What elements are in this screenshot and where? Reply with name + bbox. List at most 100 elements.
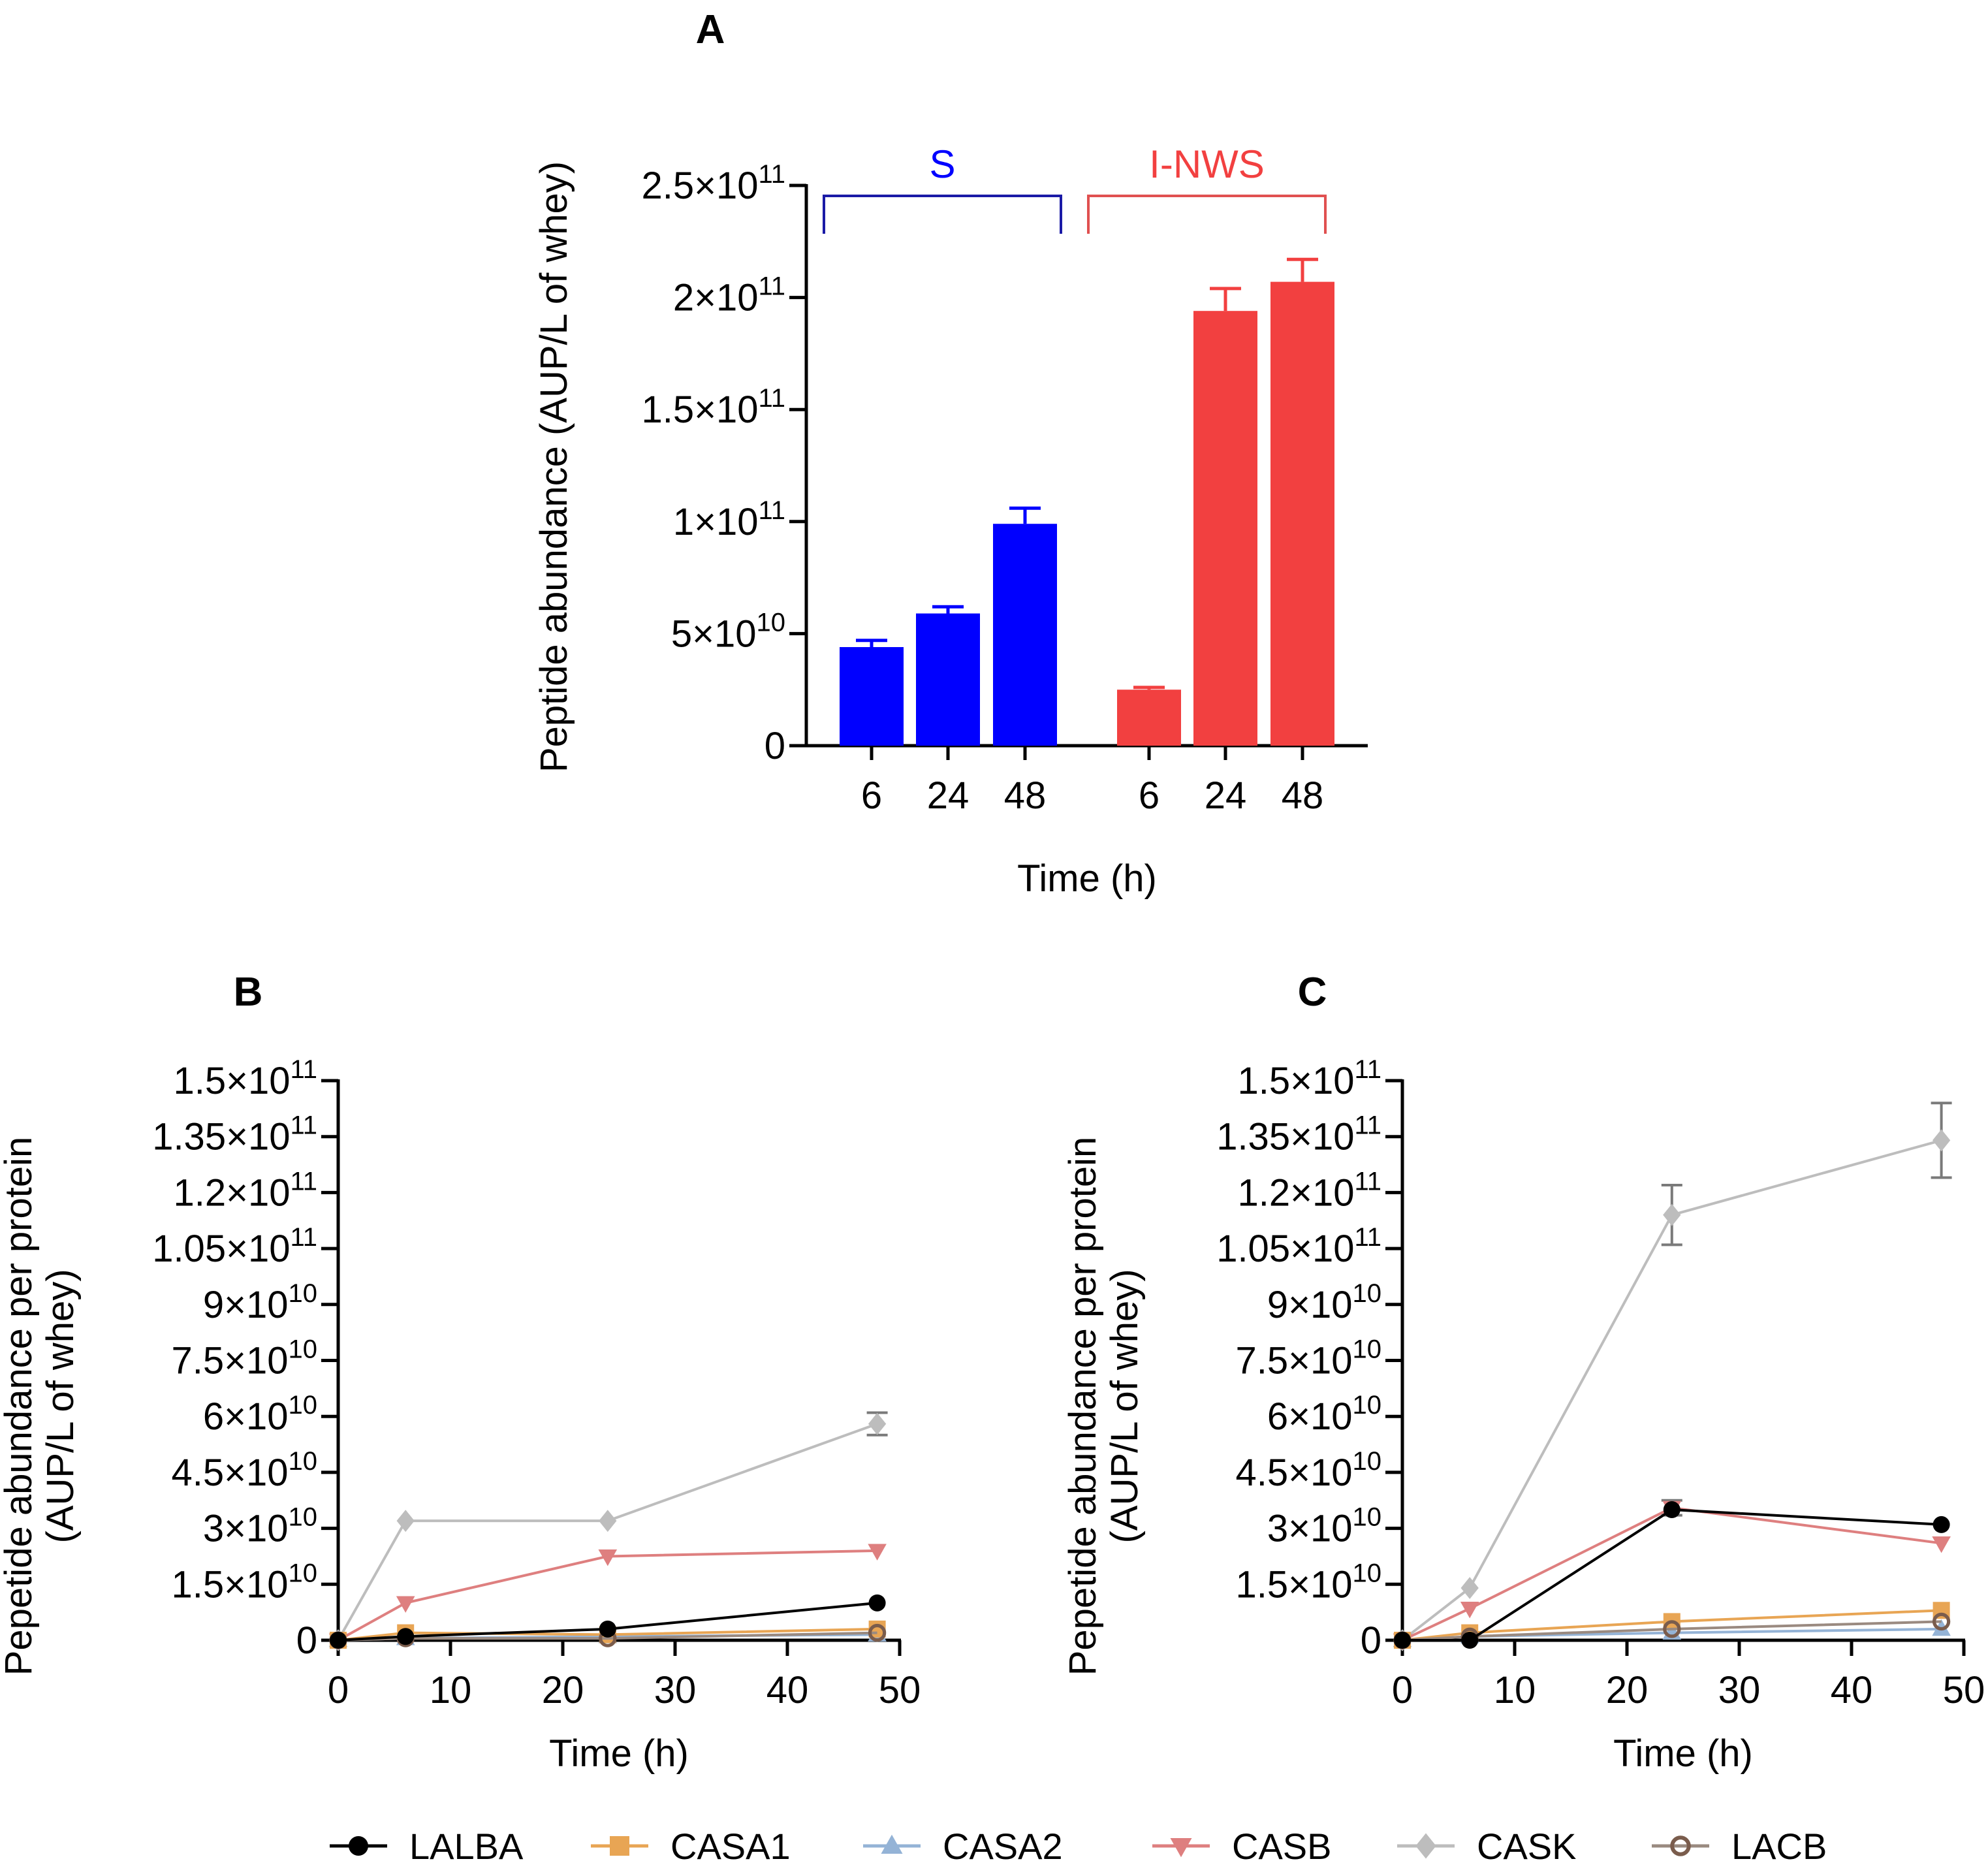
panel-c-point-casb bbox=[1932, 1536, 1951, 1553]
legend-marker bbox=[610, 1836, 629, 1856]
legend-label: LALBA bbox=[409, 1826, 524, 1867]
legend-label: CASB bbox=[1232, 1826, 1332, 1867]
panel-a-group-bracket bbox=[823, 195, 1062, 234]
panel-a-bar bbox=[1193, 311, 1257, 746]
legend-marker bbox=[1415, 1833, 1436, 1859]
panel-c-series-line-cask bbox=[1401, 1139, 1942, 1642]
panel-b-point-cask bbox=[599, 1510, 617, 1533]
legend-marker bbox=[881, 1834, 903, 1854]
panel-a-ytick-label: 2×1011 bbox=[673, 272, 785, 319]
panel-b-ytick-label: 1.5×1011 bbox=[173, 1055, 317, 1102]
panel-b-point-lalba bbox=[599, 1620, 616, 1638]
panel-a-x-label: Time (h) bbox=[1017, 857, 1157, 900]
legend-item-casa1: CASA1 bbox=[591, 1826, 791, 1867]
panel-c-xtick-label: 20 bbox=[1606, 1669, 1649, 1711]
panel-b-ytick-label: 9×1010 bbox=[203, 1279, 317, 1326]
panel-b-ytick-label: 1.5×1010 bbox=[171, 1559, 317, 1606]
panel-a-xtick-label: 48 bbox=[1282, 774, 1324, 817]
panel-b-series-line-lalba bbox=[338, 1601, 877, 1642]
legend-label: CASK bbox=[1477, 1826, 1577, 1867]
panel-b-xtick-label: 30 bbox=[654, 1669, 697, 1711]
panel-a-ytick-label: 0 bbox=[765, 725, 785, 767]
panel-a-bar bbox=[840, 646, 904, 746]
legend-item-casa2: CASA2 bbox=[863, 1826, 1063, 1867]
panel-a-y-label: Peptide abundance (AUP/L of whey) bbox=[533, 161, 575, 772]
panel-c-ytick-label: 0 bbox=[1361, 1619, 1381, 1662]
panel-c-ytick-label: 1.5×1011 bbox=[1237, 1055, 1381, 1102]
panel-b-point-lacb bbox=[868, 1623, 887, 1642]
panel-a-group-label: I-NWS bbox=[1149, 142, 1265, 186]
panel-c-ytick-label: 6×1010 bbox=[1267, 1391, 1381, 1438]
panel-c-point-casb bbox=[1460, 1602, 1479, 1619]
panel-a-ytick-label: 2.5×1011 bbox=[641, 160, 785, 207]
panel-a-ytick-label: 1.5×1011 bbox=[641, 384, 785, 431]
panel-c-ytick-label: 4.5×1010 bbox=[1235, 1447, 1381, 1494]
panel-b-xtick-label: 50 bbox=[879, 1669, 921, 1711]
panel-c-point-cask bbox=[1460, 1577, 1479, 1599]
panel-b-point-casb bbox=[868, 1544, 887, 1561]
panel-a: A 0 5×1010 1×1011 1.5×1011 2×1011 2.5×1011 6 24 4… bbox=[533, 7, 1368, 900]
panel-b-letter: B bbox=[234, 970, 263, 1015]
panel-b-series-line-cask bbox=[337, 1422, 878, 1641]
legend-label: LACB bbox=[1731, 1826, 1827, 1867]
legend-label: CASA1 bbox=[671, 1826, 791, 1867]
panel-c-ytick-label: 1.5×1010 bbox=[1235, 1559, 1381, 1606]
panel-c-point-lacb bbox=[1932, 1612, 1951, 1631]
panel-b-point-casb bbox=[598, 1549, 618, 1566]
panel-a-ytick-label: 5×1010 bbox=[671, 608, 785, 655]
panel-b-point-casb bbox=[396, 1596, 415, 1613]
panel-a-bar bbox=[1270, 281, 1334, 746]
panel-a-xtick-label: 6 bbox=[1139, 774, 1160, 817]
legend-item-lacb: LACB bbox=[1652, 1826, 1827, 1867]
panel-b-point-lalba bbox=[397, 1628, 415, 1645]
panel-a-bar bbox=[916, 613, 980, 746]
panel-c-point-lacb bbox=[1663, 1620, 1681, 1638]
panel-c-point-cask bbox=[1663, 1203, 1681, 1226]
panel-b-ytick-label: 7.5×1010 bbox=[171, 1335, 317, 1382]
panel-c-ytick-label: 9×1010 bbox=[1267, 1279, 1381, 1326]
legend-item-cask: CASK bbox=[1397, 1826, 1577, 1867]
panel-c-ytick-label: 1.2×1011 bbox=[1237, 1167, 1381, 1214]
legend: LALBA CASA1 CASA2 CASB CASK LACB bbox=[330, 1826, 1827, 1867]
panel-c-point-lalba bbox=[1663, 1501, 1680, 1519]
panel-b-ytick-label: 4.5×1010 bbox=[171, 1447, 317, 1494]
panel-c-ytick-label: 1.05×1011 bbox=[1216, 1223, 1381, 1270]
panel-c-ytick-label: 1.35×1011 bbox=[1216, 1111, 1381, 1158]
panel-a-bar bbox=[1117, 690, 1181, 746]
panel-a-group-label: S bbox=[929, 142, 955, 186]
panel-c-xtick-label: 30 bbox=[1718, 1669, 1761, 1711]
panel-c-series-line-lalba bbox=[1402, 1508, 1942, 1642]
legend-marker bbox=[349, 1836, 368, 1856]
panel-c-series-line-casa1 bbox=[1402, 1609, 1942, 1642]
panel-b-x-label: Time (h) bbox=[549, 1732, 689, 1775]
panel-c-xtick-label: 0 bbox=[1392, 1669, 1413, 1711]
panel-a-xtick-label: 48 bbox=[1004, 774, 1047, 817]
panel-c: C 0 1.5×1010 3×1010 4.5×1010 6×1010 7.5×1010 9×… bbox=[1062, 970, 1985, 1775]
legend-marker bbox=[1670, 1835, 1691, 1856]
panel-b-xtick-label: 10 bbox=[430, 1669, 472, 1711]
panel-c-y-label: Pepetide abundance per protein(AUP/L of … bbox=[1062, 1137, 1146, 1676]
panel-c-ytick-label: 7.5×1010 bbox=[1235, 1335, 1381, 1382]
panel-a-xtick-label: 24 bbox=[1205, 774, 1247, 817]
panel-a-letter: A bbox=[696, 7, 725, 52]
panel-c-ytick-label: 3×1010 bbox=[1267, 1503, 1381, 1550]
panel-c-letter: C bbox=[1298, 970, 1327, 1015]
panel-c-series-line-casb bbox=[1402, 1506, 1942, 1642]
panel-b-point-lalba bbox=[868, 1594, 886, 1612]
panel-c-point-lalba bbox=[1933, 1516, 1950, 1533]
panel-b-ytick-label: 1.2×1011 bbox=[173, 1167, 317, 1214]
panel-b-point-cask bbox=[396, 1510, 415, 1533]
panel-c-x-label: Time (h) bbox=[1613, 1732, 1753, 1775]
panel-b-ytick-label: 0 bbox=[296, 1619, 317, 1662]
panel-a-xtick-label: 24 bbox=[927, 774, 970, 817]
panel-b-xtick-label: 40 bbox=[766, 1669, 809, 1711]
panel-c-xtick-label: 40 bbox=[1831, 1669, 1873, 1711]
panel-a-xtick-label: 6 bbox=[861, 774, 882, 817]
panel-b-series-line-casb bbox=[338, 1549, 877, 1642]
panel-b-xtick-label: 0 bbox=[328, 1669, 349, 1711]
panel-c-xtick-label: 10 bbox=[1494, 1669, 1536, 1711]
panel-b-point-lalba bbox=[330, 1632, 347, 1649]
legend-marker bbox=[1170, 1838, 1192, 1858]
panel-c-point-lalba bbox=[1461, 1632, 1479, 1649]
